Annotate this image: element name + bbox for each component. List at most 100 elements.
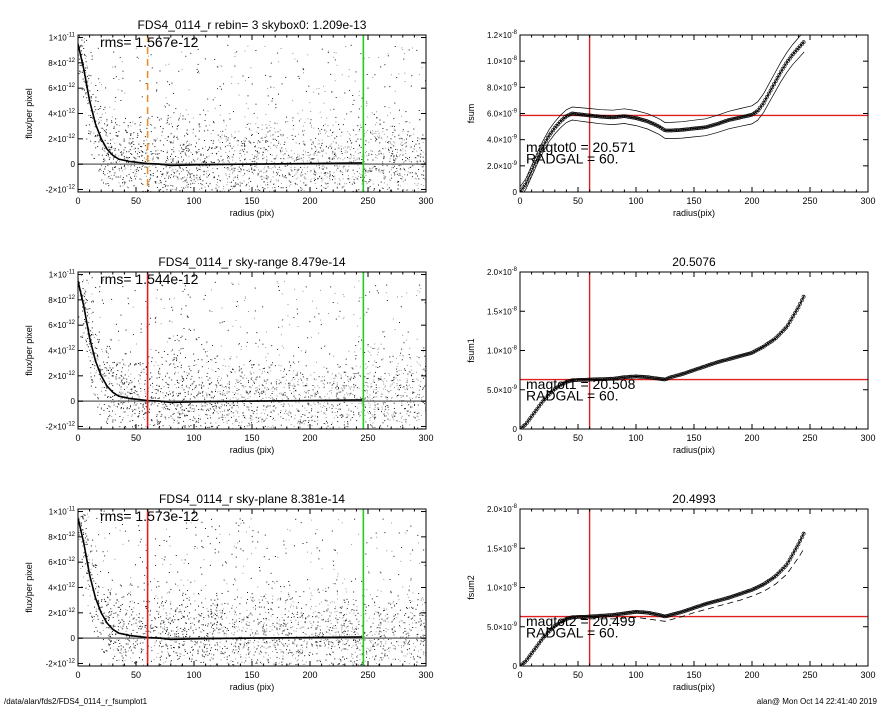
scatter-point: [257, 189, 259, 191]
scatter-point: [198, 130, 200, 132]
scatter-point: [183, 379, 185, 381]
scatter-point: [313, 173, 315, 175]
scatter-point: [366, 105, 368, 107]
scatter-point: [208, 165, 210, 167]
scatter-point: [189, 177, 191, 179]
scatter-point: [145, 412, 147, 414]
scatter-point: [160, 435, 161, 436]
scatter-point: [358, 90, 360, 92]
scatter-point: [418, 155, 420, 157]
scatter-point: [132, 141, 134, 143]
scatter-point: [370, 170, 372, 172]
scatter-point: [215, 146, 217, 148]
scatter-point: [244, 173, 246, 175]
scatter-point: [122, 383, 124, 385]
scatter-point: [322, 383, 324, 384]
scatter-point: [394, 174, 396, 176]
scatter-point: [217, 159, 219, 161]
scatter-point: [86, 81, 88, 83]
scatter-point: [274, 187, 276, 188]
scatter-point: [185, 154, 187, 156]
scatter-point: [166, 171, 168, 173]
scatter-point: [181, 151, 183, 153]
scatter-point: [328, 157, 330, 159]
scatter-point: [120, 151, 122, 153]
scatter-point: [376, 403, 378, 405]
scatter-point: [266, 136, 268, 138]
scatter-point: [250, 415, 252, 417]
scatter-point: [319, 130, 321, 132]
scatter-point: [95, 135, 97, 136]
scatter-point: [410, 135, 412, 136]
data-point: [634, 116, 639, 121]
scatter-point: [150, 124, 152, 126]
scatter-point: [322, 215, 323, 216]
scatter-point: [263, 176, 265, 178]
scatter-point: [152, 143, 154, 145]
scatter-point: [109, 177, 111, 179]
scatter-point: [204, 160, 206, 162]
scatter-point: [317, 159, 319, 161]
scatter-point: [294, 169, 296, 171]
scatter-point: [364, 168, 366, 170]
scatter-point: [268, 388, 270, 390]
scatter-point: [356, 398, 358, 400]
scatter-point: [105, 197, 106, 198]
scatter-point: [321, 150, 323, 152]
scatter-point: [353, 383, 355, 385]
scatter-point: [394, 102, 396, 104]
scatter-point: [104, 394, 106, 396]
scatter-point: [121, 153, 123, 155]
scatter-point: [244, 417, 246, 419]
scatter-point: [291, 379, 293, 381]
scatter-point: [237, 412, 239, 414]
scatter-point: [307, 54, 309, 56]
scatter-point: [364, 385, 365, 387]
scatter-point: [91, 312, 93, 314]
scatter-point: [400, 143, 402, 145]
scatter-point: [325, 398, 327, 400]
scatter-point: [297, 169, 299, 171]
scatter-point: [414, 196, 415, 197]
scatter-point: [150, 348, 152, 350]
scatter-point: [81, 64, 83, 66]
scatter-point: [170, 158, 172, 160]
scatter-point: [242, 415, 244, 417]
scatter-point: [397, 149, 398, 151]
scatter-point: [172, 188, 174, 190]
scatter-point: [392, 132, 394, 133]
scatter-point: [217, 378, 219, 380]
scatter-point: [285, 409, 287, 411]
scatter-point: [238, 370, 240, 372]
scatter-point: [199, 188, 201, 190]
scatter-point: [203, 170, 205, 172]
scatter-point: [387, 390, 388, 392]
scatter-point: [107, 353, 109, 354]
scatter-point: [172, 391, 174, 393]
scatter-point: [165, 417, 167, 419]
scatter-point: [217, 66, 219, 68]
scatter-point: [107, 155, 109, 157]
scatter-point: [130, 125, 132, 127]
scatter-point: [91, 379, 93, 381]
scatter-point: [295, 374, 297, 376]
scatter-point: [332, 175, 333, 177]
scatter-point: [253, 169, 255, 171]
scatter-point: [325, 187, 327, 189]
scatter-point: [234, 195, 235, 196]
scatter-point: [315, 151, 317, 152]
scatter-point: [238, 366, 240, 368]
scatter-point: [310, 431, 311, 432]
scatter-point: [90, 367, 92, 369]
scatter-point: [264, 386, 266, 388]
scatter-point: [97, 146, 99, 147]
scatter-point: [388, 141, 390, 143]
scatter-point: [166, 123, 168, 125]
scatter-point: [246, 124, 248, 125]
scatter-point: [299, 395, 301, 397]
scatter-point: [174, 367, 176, 369]
scatter-point: [224, 417, 226, 419]
scatter-point: [356, 387, 358, 389]
scatter-point: [424, 162, 426, 164]
scatter-point: [345, 170, 347, 172]
